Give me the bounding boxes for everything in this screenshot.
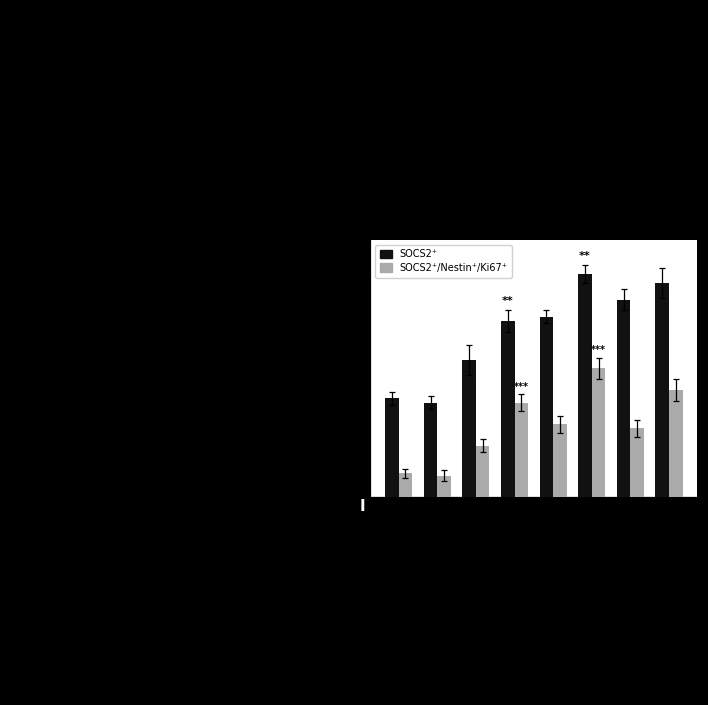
Text: **: ** (579, 251, 591, 261)
Bar (462, 360, 476, 497)
Legend: SOCS2⁺, SOCS2⁺/Nestin⁺/Ki67⁺: SOCS2⁺, SOCS2⁺/Nestin⁺/Ki67⁺ (375, 245, 513, 278)
Bar (592, 369, 605, 497)
Bar (656, 283, 669, 497)
Bar (424, 403, 438, 497)
Text: ***: *** (514, 382, 529, 392)
Bar (630, 429, 644, 497)
Bar (476, 446, 489, 497)
Bar (501, 321, 515, 497)
Bar (438, 476, 451, 497)
Bar (539, 317, 553, 497)
Bar (669, 390, 683, 497)
Text: ***: *** (591, 345, 606, 355)
Bar (515, 403, 528, 497)
Bar (399, 474, 412, 497)
Text: **: ** (502, 296, 513, 306)
Bar (578, 274, 592, 497)
Bar (617, 300, 630, 497)
Y-axis label: Cells per Field: Cells per Field (331, 327, 344, 410)
Text: I: I (360, 499, 365, 514)
Bar (385, 398, 399, 497)
Bar (553, 424, 566, 497)
